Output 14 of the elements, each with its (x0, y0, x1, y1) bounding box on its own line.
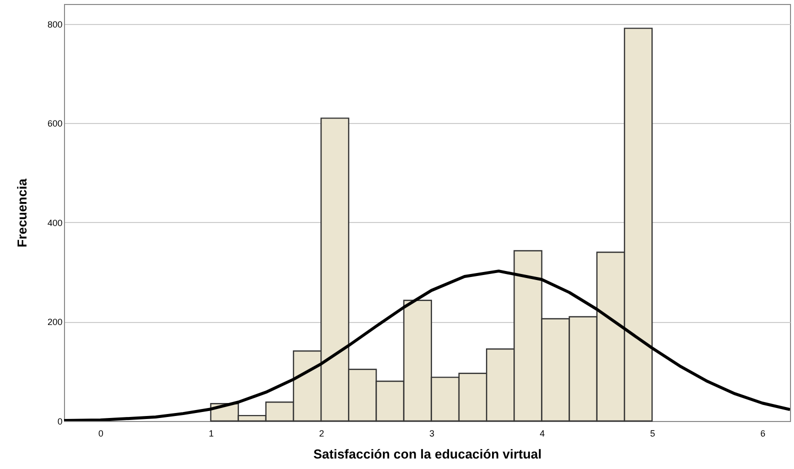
x-tick-label: 0 (98, 428, 104, 438)
x-tick-label: 1 (208, 428, 214, 438)
y-tick-label: 800 (47, 19, 62, 30)
x-tick-label: 4 (540, 428, 545, 438)
x-tick-label: 3 (429, 428, 434, 438)
x-tick-label: 5 (650, 428, 656, 438)
y-axis-title: Frecuencia (14, 178, 30, 248)
y-tick-label: 0 (57, 416, 62, 426)
y-tick-label: 600 (47, 118, 62, 129)
x-tick-label: 2 (319, 428, 324, 438)
y-tick-label: 200 (47, 317, 62, 328)
x-axis-title: Satisfacción con la educación virtual (313, 446, 542, 462)
y-tick-label: 400 (47, 218, 62, 228)
x-tick-label: 6 (760, 428, 766, 438)
